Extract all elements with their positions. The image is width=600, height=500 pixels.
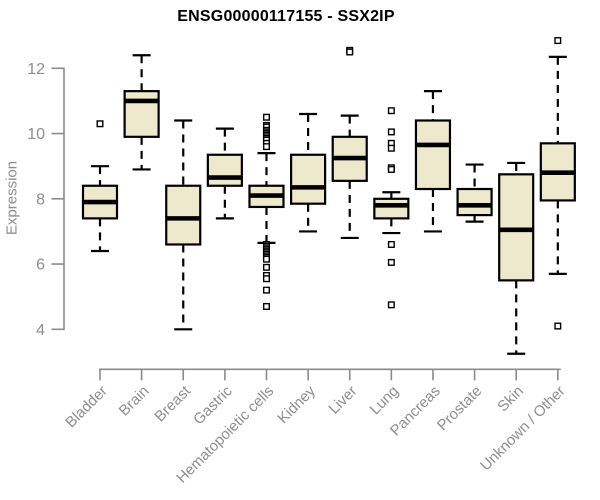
y-tick-label: 8 (36, 191, 45, 208)
outlier-point (262, 275, 270, 283)
outlier-point (262, 255, 270, 263)
box-lung (373, 107, 410, 309)
box-brain (123, 54, 160, 171)
box-prostate (456, 163, 493, 223)
iqr-box (206, 153, 243, 187)
y-tick-label: 10 (27, 126, 45, 143)
iqr-box (498, 173, 535, 282)
box-skin (498, 161, 535, 355)
x-tick-label-skin: Skin (494, 383, 527, 416)
outlier-point (387, 107, 395, 115)
outlier-point (387, 258, 395, 266)
box-gastric (206, 127, 243, 220)
outlier-point (387, 128, 395, 136)
outlier-point (262, 286, 270, 294)
outlier-point (387, 144, 395, 152)
outlier-point (262, 263, 270, 271)
x-tick-label-brain: Brain (116, 383, 153, 420)
outlier-point (554, 37, 562, 45)
box-kidney (290, 112, 327, 233)
iqr-box (123, 90, 160, 138)
outlier-point (346, 48, 354, 56)
iqr-box (414, 119, 452, 191)
x-tick-label-lung: Lung (367, 383, 403, 419)
box-pancreas (414, 90, 452, 233)
outlier-point (96, 120, 104, 128)
x-tick-label-breast: Breast (151, 382, 194, 425)
outlier-point (387, 240, 395, 248)
iqr-box (456, 187, 493, 217)
iqr-box (290, 153, 327, 205)
outlier-point (262, 302, 270, 310)
outlier-point (387, 301, 395, 309)
y-tick-label: 6 (36, 257, 45, 274)
outlier-point (387, 165, 395, 173)
box-unknown-other (539, 37, 576, 330)
iqr-box (165, 184, 202, 246)
outlier-point (554, 322, 562, 330)
x-tick-label-bladder: Bladder (62, 383, 111, 432)
x-tick-label-kidney: Kidney (274, 382, 319, 427)
box-liver (331, 46, 368, 240)
x-tick-label-liver: Liver (326, 383, 361, 418)
y-tick-label: 4 (36, 322, 45, 339)
y-tick-label: 12 (27, 61, 45, 78)
box-breast (165, 119, 202, 331)
outlier-point (262, 113, 270, 121)
chart-title: ENSG00000117155 - SSX2IP (177, 8, 395, 25)
outlier-point (262, 143, 270, 151)
box-bladder (81, 120, 119, 253)
iqr-box (373, 197, 410, 220)
box-hematopoietic-cells (248, 113, 285, 310)
x-tick-label-prostate: Prostate (434, 383, 486, 435)
y-axis-label: Expression (3, 160, 21, 236)
